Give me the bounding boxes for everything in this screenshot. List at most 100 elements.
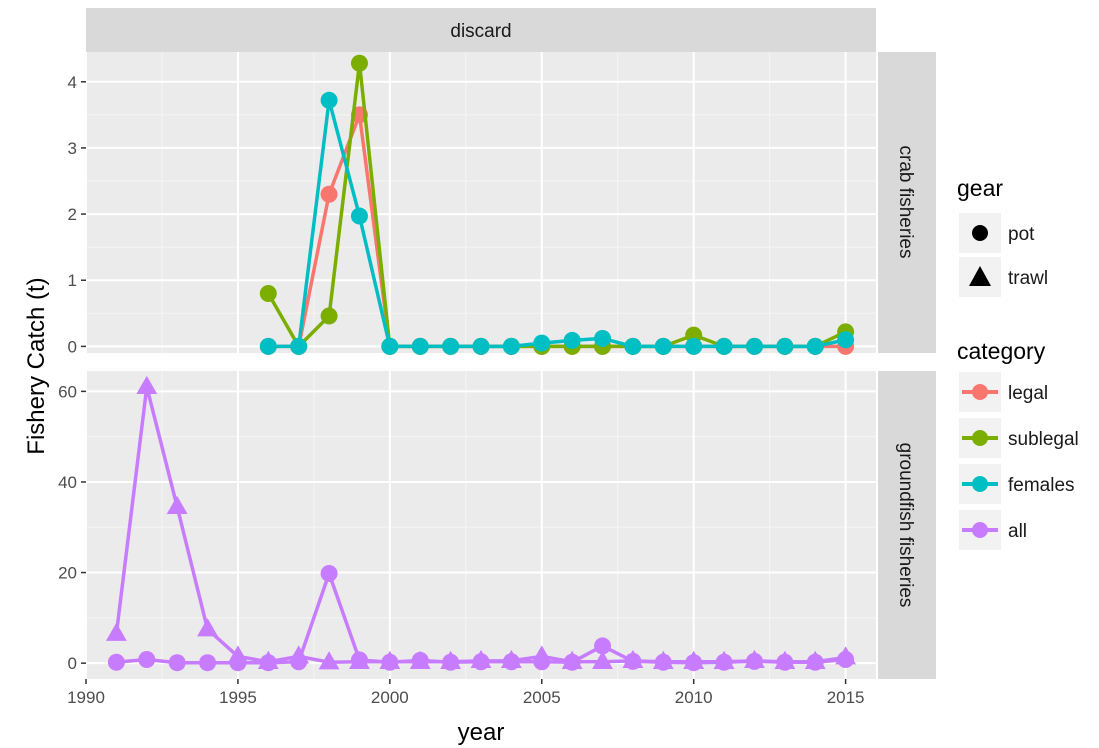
data-point-circle-females [563,331,581,349]
data-point-circle-all [533,653,551,671]
y-axis-title: Fishery Catch (t) [23,277,50,454]
data-point-circle-all [381,653,399,671]
data-point-circle-all [320,564,338,582]
data-point-triangle-all [136,375,158,395]
legend: gear pot trawl category legal sublegal [957,175,1079,550]
facet-strip-crab-label: crab fisheries [895,146,916,259]
data-point-circle-females [502,337,520,355]
data-point-circle-all [350,651,368,669]
data-point-triangle-all [197,618,218,637]
data-point-circle-females [381,337,399,355]
facet-strip-top [86,8,876,52]
data-point-circle-all [259,654,277,672]
data-point-triangle-all [166,495,188,515]
legend-gear-pot-symbol [972,225,988,241]
data-point-circle-all [138,651,156,669]
panel-crab-background [86,52,876,353]
legend-category-sublegal-point [972,430,988,446]
legend-gear-trawl-label: trawl [1008,268,1048,289]
data-point-circle-females [259,337,277,355]
y-tick-label: 60 [58,382,77,401]
legend-category-females-point [972,476,988,492]
data-point-circle-females [654,337,672,355]
legend-gear-title: gear [957,175,1003,201]
data-point-circle-sublegal [259,284,277,302]
data-point-circle-all [502,653,520,671]
legend-category-legal-point [972,384,988,400]
x-tick-label: 2000 [371,688,409,707]
y-tick-label: 1 [68,271,77,290]
data-point-circle-all [715,653,733,671]
legend-category-sublegal: sublegal [959,418,1079,458]
y-tick-label: 0 [68,654,77,673]
facet-strip-crab [878,52,936,353]
data-point-circle-females [533,334,551,352]
data-point-circle-all [199,654,217,672]
data-point-circle-females [685,337,703,355]
x-axis-title: year [458,719,505,746]
data-point-circle-all [837,651,855,669]
data-point-circle-females [745,337,763,355]
y-tick-label: 3 [68,139,77,158]
data-point-circle-all [442,653,460,671]
legend-category-all-label: all [1008,521,1027,542]
data-point-circle-females [290,337,308,355]
data-point-circle-all [654,653,672,671]
data-point-circle-females [594,329,612,347]
legend-gear-pot-label: pot [1008,224,1035,245]
y-tick-label: 40 [58,473,77,492]
data-point-circle-females [442,337,460,355]
data-point-circle-females [776,337,794,355]
y-tick-label: 2 [68,205,77,224]
legend-gear-trawl-symbol [969,266,991,286]
data-point-circle-all [594,637,612,655]
legend-category-sublegal-label: sublegal [1008,429,1079,450]
facet-strip-groundfish [878,371,936,679]
data-point-circle-females [806,337,824,355]
legend-category-females: females [959,464,1075,504]
data-point-circle-females [837,331,855,349]
data-point-circle-females [350,207,368,225]
data-series [105,54,857,672]
data-point-circle-legal [320,185,338,203]
x-tick-label: 1990 [67,688,105,707]
data-point-circle-all [168,654,186,672]
data-point-circle-sublegal [320,307,338,325]
data-point-circle-sublegal [350,54,368,72]
data-point-circle-all [290,653,308,671]
data-point-circle-females [472,337,490,355]
legend-category-legal: legal [959,372,1048,412]
data-point-circle-all [229,654,247,672]
x-tick-label: 2015 [827,688,865,707]
legend-category-all: all [959,510,1027,550]
data-point-circle-females [411,337,429,355]
data-point-circle-all [624,652,642,670]
data-point-triangle-all [318,651,340,670]
data-point-circle-females [715,337,733,355]
data-point-triangle-all [105,622,127,641]
facet-strip-top-label: discard [450,21,511,42]
data-point-circle-females [624,337,642,355]
data-point-circle-all [776,653,794,671]
data-point-circle-all [107,653,125,671]
x-tick-label: 2005 [523,688,561,707]
data-point-circle-all [685,654,703,672]
y-tick-label: 4 [68,73,77,92]
x-tick-label: 1995 [219,688,257,707]
panel-groundfish-background [86,371,876,679]
data-point-circle-all [806,653,824,671]
y-tick-label: 20 [58,564,77,583]
data-point-circle-all [745,652,763,670]
facet-strip-groundfish-label: groundfish fisheries [895,443,916,608]
legend-category-all-point [972,522,988,538]
x-tick-label: 2010 [675,688,713,707]
legend-gear-pot: pot [959,213,1035,253]
data-point-circle-females [320,91,338,109]
data-point-circle-all [563,653,581,671]
data-point-circle-all [411,651,429,669]
data-point-circle-all [472,653,490,671]
y-tick-label: 0 [68,337,77,356]
legend-category-title: category [957,338,1046,364]
